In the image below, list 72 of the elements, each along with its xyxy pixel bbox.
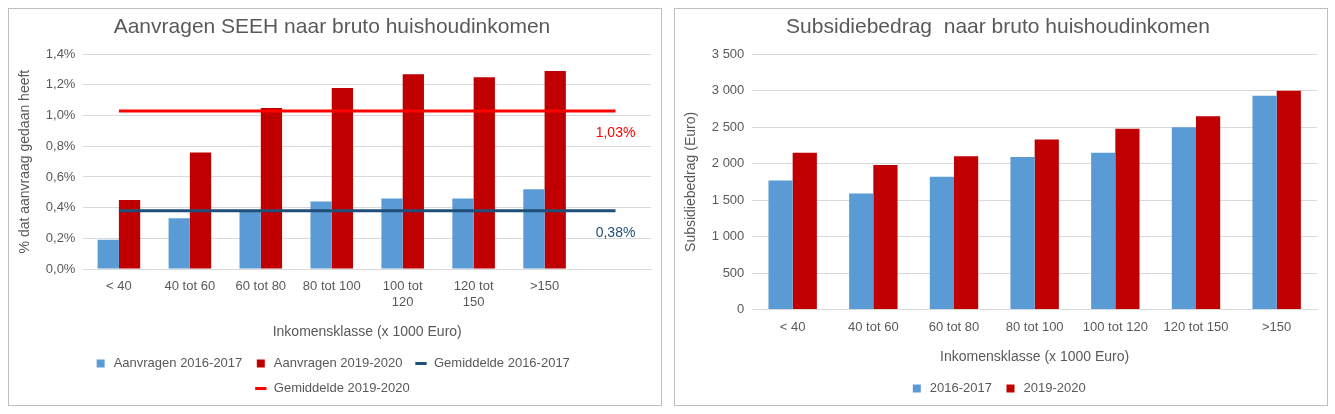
bar xyxy=(189,152,212,269)
x-axis-title: Inkomensklasse (x 1000 Euro) xyxy=(940,348,1130,365)
y-tick-label: 0,4% xyxy=(45,199,76,215)
x-tick-label: 120 tot 150 xyxy=(1163,318,1229,334)
x-tick-label: < 40 xyxy=(106,278,132,294)
y-tick-label: 0,8% xyxy=(45,137,76,153)
y-tick-label: 1 000 xyxy=(711,228,745,244)
bar xyxy=(954,156,979,310)
x-axis-title: Inkomensklasse (x 1000 Euro) xyxy=(272,323,462,340)
bar xyxy=(168,218,190,269)
bar xyxy=(473,77,495,269)
y-tick-label: 500 xyxy=(722,264,745,280)
y-axis-title: Subsidiebedrag (Euro) xyxy=(682,111,699,252)
x-tick-label: 120 tot 150 xyxy=(453,278,494,309)
y-tick-label: 0,6% xyxy=(45,168,76,184)
bar xyxy=(929,176,954,310)
legend-label: 2019-2020 xyxy=(1023,380,1086,396)
bar xyxy=(310,201,332,269)
bar xyxy=(1010,157,1035,310)
bar xyxy=(1091,152,1116,310)
x-tick-label: 80 tot 100 xyxy=(1005,318,1064,334)
y-tick-label: 1 500 xyxy=(711,191,745,207)
y-tick-label: 1,0% xyxy=(45,107,76,123)
x-tick-label: 60 tot 80 xyxy=(235,278,287,294)
y-tick-label: 0,2% xyxy=(45,229,76,245)
x-tick-label: 100 tot 120 xyxy=(1082,318,1148,334)
x-tick-label: 60 tot 80 xyxy=(928,318,980,334)
bar xyxy=(118,199,141,269)
x-tick-label: 40 tot 60 xyxy=(164,278,216,294)
bar xyxy=(1276,90,1301,310)
y-tick-label: 0 xyxy=(737,301,745,317)
bar xyxy=(523,189,545,269)
bar xyxy=(331,87,354,269)
bar xyxy=(849,193,874,310)
y-tick-label: 1,4% xyxy=(45,45,76,61)
bar xyxy=(1171,127,1196,310)
y-tick-label: 2 500 xyxy=(711,118,745,134)
bar xyxy=(260,107,283,269)
bar xyxy=(239,210,261,269)
legend-label: Gemiddelde 2019-2020 xyxy=(273,380,410,396)
data-label: 0,38% xyxy=(595,223,636,240)
bar xyxy=(873,165,898,310)
y-tick-label: 3 500 xyxy=(711,45,745,61)
bar xyxy=(1252,95,1277,310)
legend-label: Gemiddelde 2016-2017 xyxy=(433,355,570,371)
x-tick-label: < 40 xyxy=(779,318,806,334)
bar xyxy=(1034,139,1059,310)
bar xyxy=(452,198,474,269)
x-tick-label: 40 tot 60 xyxy=(848,318,899,334)
bar xyxy=(1196,116,1221,310)
bar xyxy=(97,239,119,269)
legend-label: Aanvragen 2016-2017 xyxy=(113,355,243,371)
bar xyxy=(402,74,424,269)
bar xyxy=(792,152,817,310)
y-axis-title: % dat aanvraag gedaan heeft xyxy=(16,69,33,254)
bar xyxy=(768,180,793,310)
y-tick-label: 3 000 xyxy=(711,82,745,98)
x-tick-label: >150 xyxy=(1262,318,1292,334)
chart-title: Aanvragen SEEH naar bruto huishoudinkomen xyxy=(113,14,551,38)
y-tick-label: 2 000 xyxy=(711,155,745,171)
legend-label: 2016-2017 xyxy=(929,380,992,396)
data-label: 1,03% xyxy=(595,123,636,140)
x-tick-label: >150 xyxy=(529,278,560,294)
y-tick-label: 0,0% xyxy=(45,260,76,276)
x-tick-label: 100 tot 120 xyxy=(382,278,423,309)
x-tick-label: 80 tot 100 xyxy=(302,278,361,294)
y-tick-label: 1,2% xyxy=(45,76,76,92)
bar xyxy=(544,71,566,269)
bar xyxy=(381,198,403,269)
chart-title: Subsidiebedrag naar bruto huishoudinkomen xyxy=(786,14,1210,38)
legend-label: Aanvragen 2019-2020 xyxy=(273,355,403,371)
bar xyxy=(1115,128,1140,310)
